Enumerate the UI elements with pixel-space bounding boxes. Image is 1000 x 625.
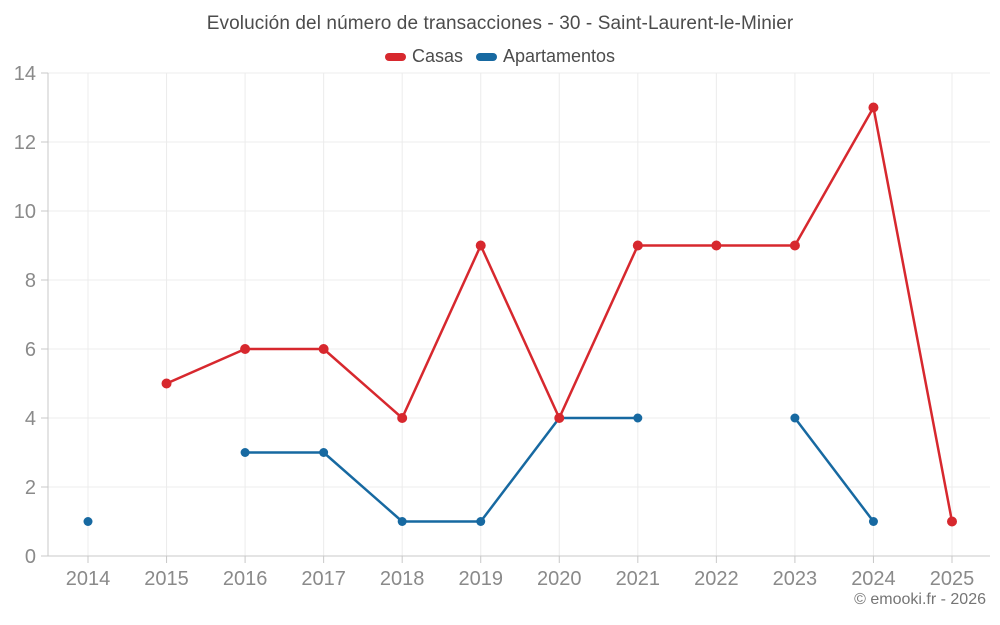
x-tick-label: 2021: [616, 568, 661, 590]
x-tick-label: 2023: [773, 568, 818, 590]
data-point-apartamentos[interactable]: [633, 413, 643, 423]
data-point-apartamentos[interactable]: [319, 448, 329, 457]
legend-item-casas[interactable]: Casas: [384, 46, 463, 67]
y-tick-label: 8: [25, 270, 36, 292]
data-point-apartamentos[interactable]: [240, 448, 250, 457]
y-tick-label: 6: [25, 339, 36, 361]
data-point-casas[interactable]: [868, 102, 879, 113]
data-point-casas[interactable]: [475, 240, 486, 251]
y-tick-label: 14: [14, 63, 36, 85]
data-point-apartamentos[interactable]: [83, 517, 93, 526]
data-point-apartamentos[interactable]: [476, 517, 486, 526]
y-tick-label: 0: [25, 546, 36, 568]
x-tick-label: 2016: [223, 568, 268, 590]
x-tick-label: 2022: [694, 568, 739, 590]
legend-label-casas: Casas: [411, 46, 463, 66]
x-tick-label: 2015: [144, 568, 189, 590]
x-tick-label: 2019: [458, 568, 503, 590]
data-point-apartamentos[interactable]: [790, 413, 800, 423]
legend-label-apartamentos: Apartamentos: [502, 46, 616, 66]
copyright-footer: © emooki.fr - 2026: [854, 591, 986, 608]
x-tick-label: 2024: [851, 568, 896, 590]
data-point-casas[interactable]: [397, 413, 408, 423]
x-tick-label: 2025: [930, 568, 975, 590]
chart-title: Evolución del número de transacciones - …: [206, 13, 794, 34]
data-point-casas[interactable]: [789, 240, 800, 251]
x-tick-label: 2014: [66, 568, 111, 590]
data-point-casas[interactable]: [554, 413, 565, 423]
casas-swatch-icon: [384, 52, 406, 61]
series-line-apartamentos: [793, 416, 875, 523]
y-tick-label: 2: [25, 477, 36, 499]
data-point-casas[interactable]: [946, 516, 957, 527]
chart-legend: Casas Apartamentos: [0, 46, 1000, 67]
apartamentos-swatch-icon: [475, 52, 497, 61]
x-tick-label: 2017: [301, 568, 346, 590]
data-point-casas[interactable]: [240, 344, 251, 354]
legend-item-apartamentos[interactable]: Apartamentos: [475, 46, 616, 67]
y-tick-label: 4: [25, 408, 36, 430]
data-point-casas[interactable]: [711, 240, 722, 251]
data-point-casas[interactable]: [632, 240, 643, 251]
data-point-apartamentos[interactable]: [397, 517, 407, 526]
data-point-casas[interactable]: [318, 344, 329, 354]
y-tick-label: 12: [14, 132, 36, 154]
x-tick-label: 2018: [380, 568, 425, 590]
x-tick-label: 2020: [537, 568, 582, 590]
y-tick-label: 10: [14, 201, 36, 223]
data-point-casas[interactable]: [161, 378, 172, 389]
data-point-apartamentos[interactable]: [868, 517, 878, 526]
series-line-apartamentos: [243, 416, 640, 523]
